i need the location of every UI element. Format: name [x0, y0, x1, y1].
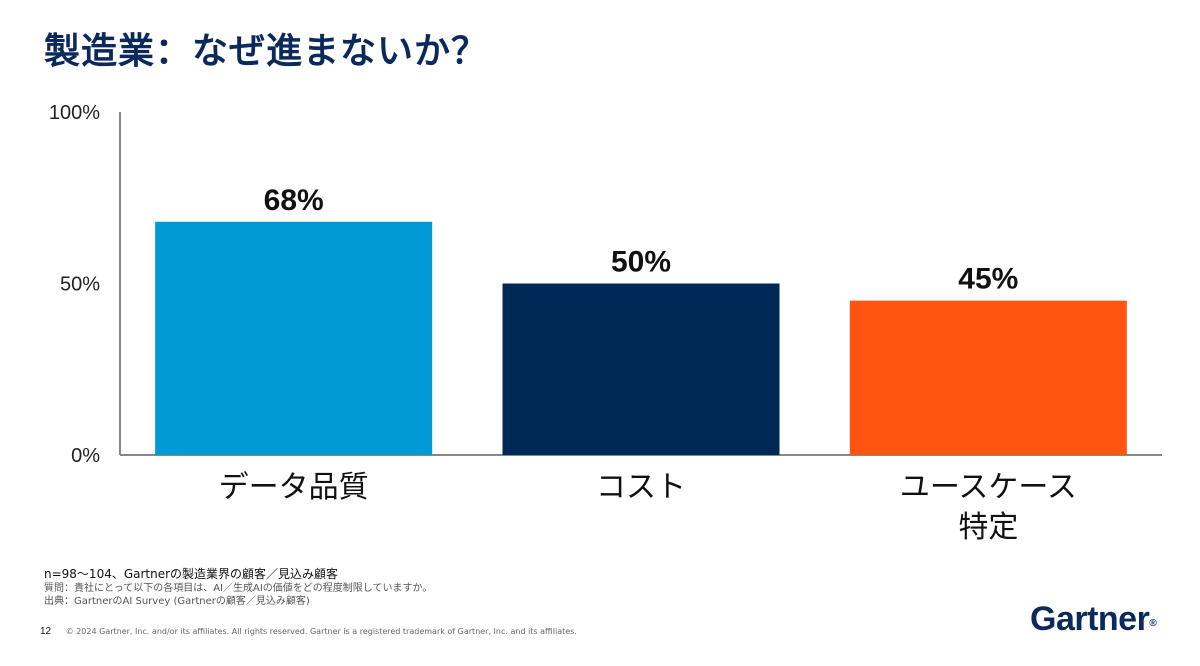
data-label: 68% — [264, 184, 324, 217]
bar-3 — [849, 300, 1127, 455]
page-title: 製造業：なぜ進まないか？ — [44, 31, 489, 72]
data-label: 45% — [958, 263, 1018, 296]
footer: 12 © 2024 Gartner, Inc. and/or its affil… — [40, 626, 577, 637]
logo-mark: ® — [1149, 618, 1157, 629]
page-number: 12 — [40, 626, 52, 637]
data-label: 50% — [611, 246, 671, 279]
category-label: 特定 — [958, 510, 1018, 545]
bar-2 — [502, 283, 780, 455]
category-label: データ品質 — [219, 470, 369, 505]
source-note: 出典：GartnerのAI Survey (Gartnerの顧客／見込み顧客) — [44, 596, 310, 607]
gartner-logo: Gartner® — [1030, 600, 1157, 639]
chart-notes: n=98～104、Gartnerの製造業界の顧客／見込み顧客 質問：貴社にとって… — [44, 566, 432, 608]
y-tick-label: 50% — [60, 274, 100, 296]
y-tick-label: 100% — [49, 102, 100, 124]
category-label: ユースケース — [900, 470, 1077, 505]
logo-text: Gartner — [1030, 600, 1150, 638]
question-note: 質問：貴社にとって以下の各項目は、AI／生成AIの価値をどの程度制限していますか… — [44, 583, 433, 594]
sample-note: n=98～104、Gartnerの製造業界の顧客／見込み顧客 — [44, 567, 339, 581]
copyright-text: © 2024 Gartner, Inc. and/or its affiliat… — [65, 627, 577, 636]
category-label: コスト — [596, 470, 686, 505]
bar-1 — [155, 221, 433, 455]
y-tick-label: 0% — [71, 445, 100, 467]
